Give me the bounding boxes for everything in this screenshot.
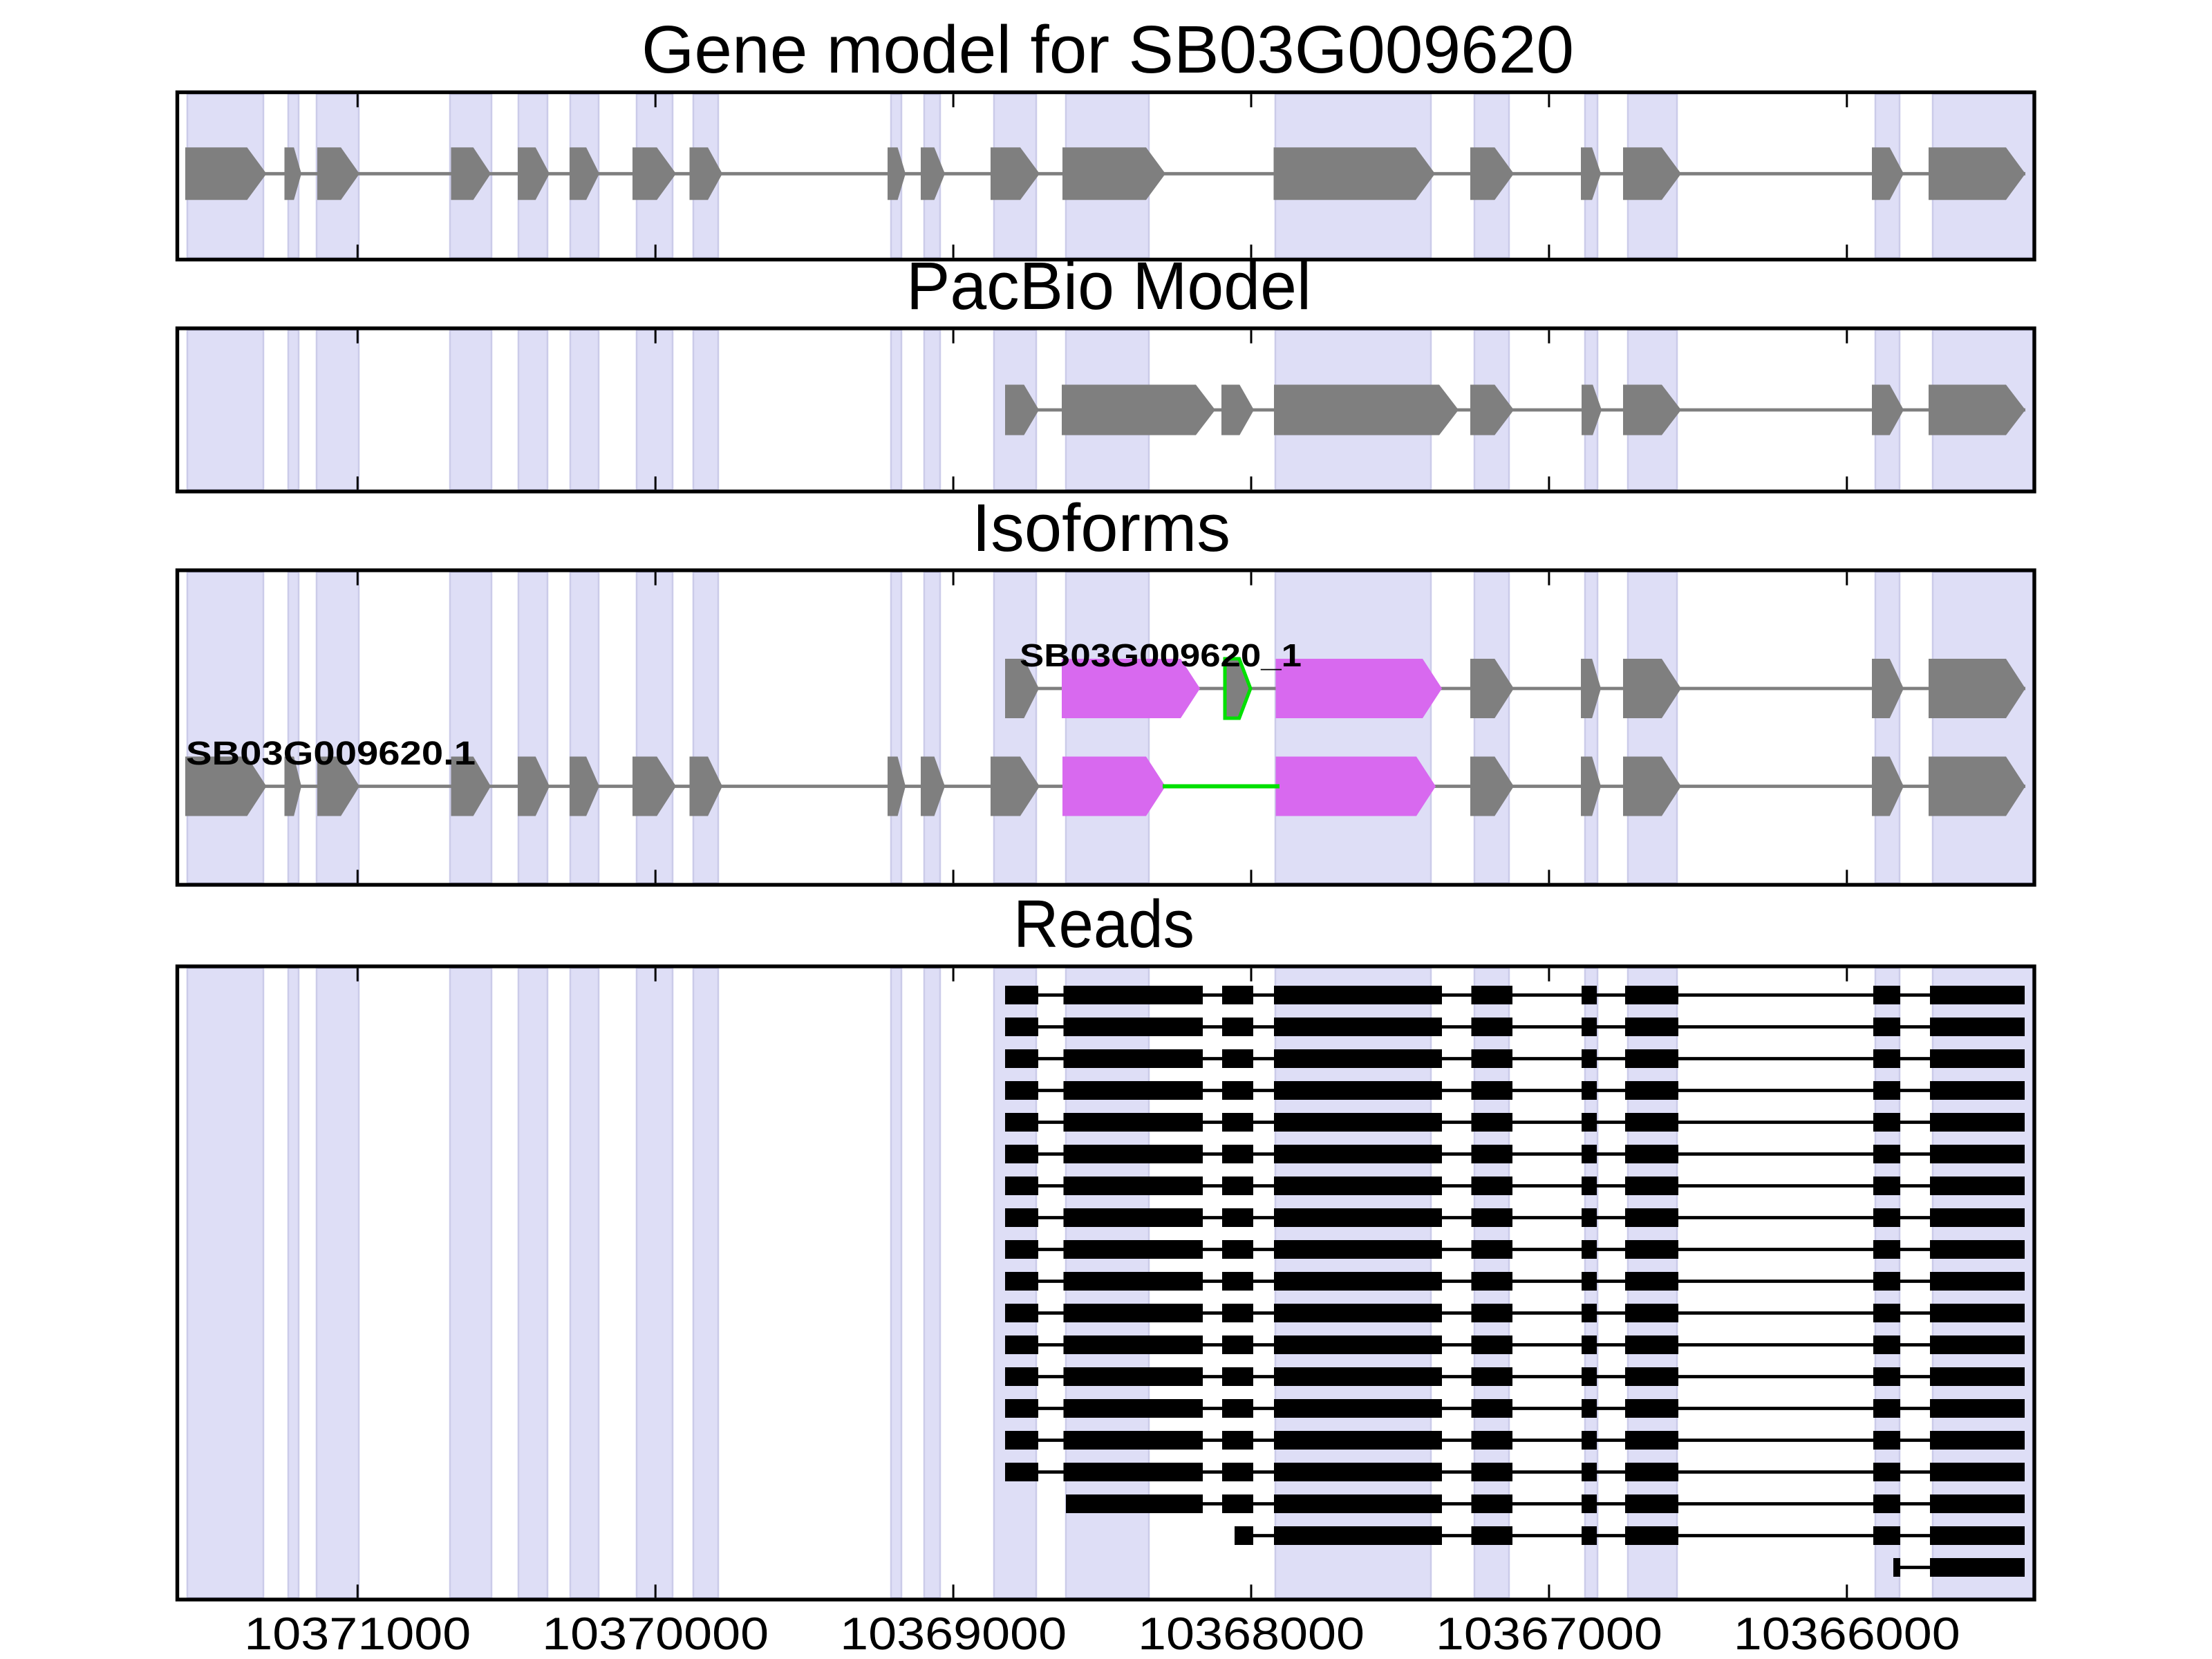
svg-text:10367000: 10367000: [1436, 1608, 1662, 1659]
svg-text:10368000: 10368000: [1138, 1608, 1365, 1659]
svg-text:SB03G009620.1: SB03G009620.1: [186, 735, 476, 772]
svg-text:10369000: 10369000: [840, 1608, 1067, 1659]
svg-text:Reads: Reads: [1013, 886, 1194, 962]
svg-text:Gene model for SB03G009620: Gene model for SB03G009620: [641, 12, 1574, 87]
svg-text:Isoforms: Isoforms: [972, 490, 1230, 565]
svg-text:SB03G009620_1: SB03G009620_1: [1020, 637, 1302, 673]
svg-text:10370000: 10370000: [542, 1608, 769, 1659]
svg-text:PacBio Model: PacBio Model: [906, 248, 1311, 324]
svg-text:10371000: 10371000: [244, 1608, 471, 1659]
svg-text:10366000: 10366000: [1734, 1608, 1960, 1659]
